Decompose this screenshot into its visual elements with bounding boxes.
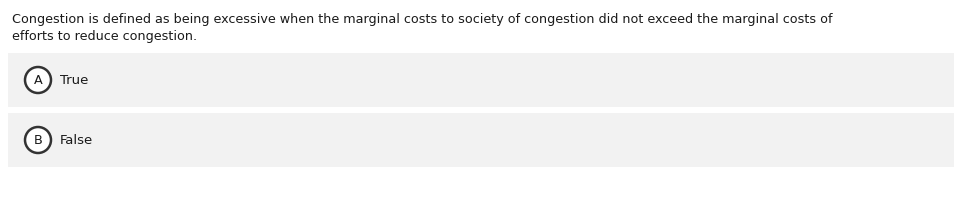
Circle shape: [25, 127, 51, 153]
FancyBboxPatch shape: [8, 53, 953, 107]
Circle shape: [25, 67, 51, 93]
Text: False: False: [60, 134, 93, 147]
Text: B: B: [34, 134, 42, 147]
Text: Congestion is defined as being excessive when the marginal costs to society of c: Congestion is defined as being excessive…: [12, 13, 831, 26]
Text: A: A: [34, 74, 42, 87]
Text: True: True: [60, 74, 88, 87]
FancyBboxPatch shape: [8, 113, 953, 167]
Text: efforts to reduce congestion.: efforts to reduce congestion.: [12, 30, 197, 43]
